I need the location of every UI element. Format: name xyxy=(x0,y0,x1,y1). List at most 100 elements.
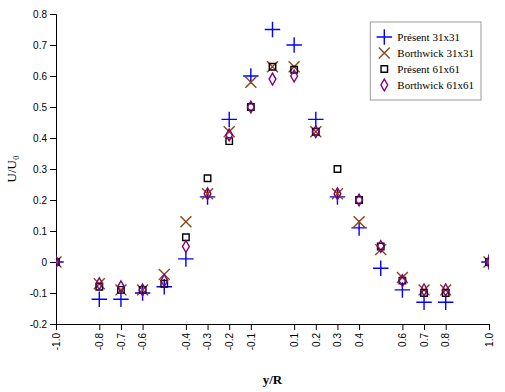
point xyxy=(135,285,150,300)
x-tick-label: -0.1 xyxy=(246,333,257,351)
points xyxy=(56,22,489,310)
point xyxy=(161,275,168,287)
x-tick: 0.8 xyxy=(440,324,451,347)
point xyxy=(92,291,107,306)
x-axis: -1.0-0.8-0.7-0.6-0.4-0.3-0.2-0.10.10.20.… xyxy=(51,324,495,350)
point xyxy=(96,278,103,290)
y-tick-label: 0.4 xyxy=(33,133,47,144)
y-tick-mark xyxy=(50,107,56,108)
point xyxy=(334,166,340,172)
y-tick-label: 0.5 xyxy=(33,102,47,113)
legend-symbol xyxy=(381,79,388,91)
y-tick-label: -0.1 xyxy=(30,288,48,299)
x-tick-label: 0.4 xyxy=(354,333,365,347)
y-tick: 0.2 xyxy=(33,195,56,206)
y-tick: 0.6 xyxy=(33,71,56,82)
x-tick-mark xyxy=(143,324,144,330)
point xyxy=(332,188,343,199)
y-tick-mark xyxy=(50,231,56,232)
point xyxy=(486,256,489,268)
x-tick-mark xyxy=(229,324,230,330)
point xyxy=(265,22,280,37)
point xyxy=(267,61,278,72)
y-tick-mark xyxy=(50,45,56,46)
point xyxy=(310,126,321,137)
x-tick: 0.6 xyxy=(397,324,408,347)
x-tick-mark xyxy=(402,324,403,330)
point xyxy=(442,284,449,296)
x-tick-mark xyxy=(186,324,187,330)
legend-item: Présent 61x61 xyxy=(381,63,460,75)
y-tick: 0.4 xyxy=(33,133,56,144)
x-axis-title: y/R xyxy=(263,372,283,387)
x-tick-mark xyxy=(446,324,447,330)
y-tick-mark xyxy=(50,262,56,263)
point xyxy=(221,112,236,127)
x-tick: 0.3 xyxy=(332,324,343,347)
point xyxy=(200,189,215,204)
x-tick-label: -0.4 xyxy=(181,333,192,351)
point xyxy=(94,278,105,289)
legend-label: Borthwick 61x61 xyxy=(397,79,474,91)
x-tick: 0.2 xyxy=(311,324,322,347)
x-tick-label: -0.3 xyxy=(202,333,213,351)
series xyxy=(56,70,489,296)
legend-item: Borthwick 31x31 xyxy=(379,47,474,59)
y-tick-mark xyxy=(50,14,56,15)
point xyxy=(377,241,384,253)
y-axis: -0.2-0.100.10.20.30.40.50.60.70.8 xyxy=(30,9,57,330)
point xyxy=(183,241,190,253)
point xyxy=(226,129,233,141)
point xyxy=(202,188,213,199)
point xyxy=(118,281,125,293)
point xyxy=(330,189,345,204)
y-tick-label: 0.8 xyxy=(33,9,47,20)
y-tick: 0 xyxy=(41,257,56,268)
y-tick-mark xyxy=(50,293,56,294)
legend-label: Borthwick 31x31 xyxy=(397,47,474,59)
y-tick-mark xyxy=(50,324,56,325)
legend-item: Borthwick 61x61 xyxy=(381,79,474,91)
x-tick: 0.7 xyxy=(419,324,430,347)
point xyxy=(481,254,489,269)
y-tick: 0.3 xyxy=(33,164,56,175)
point xyxy=(137,284,148,295)
point xyxy=(484,257,489,268)
x-tick: -1.0 xyxy=(51,324,62,350)
y-tick: 0.7 xyxy=(33,40,56,51)
legend-item: Présent 31x31 xyxy=(377,29,460,44)
y-tick-label: 0.1 xyxy=(33,226,47,237)
point xyxy=(291,70,298,82)
point xyxy=(56,254,64,269)
point xyxy=(286,37,301,52)
x-tick-label: -0.8 xyxy=(94,333,105,351)
legend-symbol xyxy=(379,48,390,59)
x-tick-label: 0.7 xyxy=(419,333,430,347)
x-tick-mark xyxy=(424,324,425,330)
point xyxy=(312,126,319,138)
legend-box xyxy=(370,22,481,100)
y-tick: 0.8 xyxy=(33,9,56,20)
plot: -1.0-0.8-0.7-0.6-0.4-0.3-0.2-0.10.10.20.… xyxy=(30,9,497,351)
legend-label: Présent 31x31 xyxy=(397,31,460,43)
x-tick-label: 0.8 xyxy=(440,333,451,347)
y-tick-mark xyxy=(50,76,56,77)
point xyxy=(247,101,254,113)
x-tick-label: -0.2 xyxy=(224,333,235,351)
y-tick: 0.1 xyxy=(33,226,56,237)
y-tick: 0.5 xyxy=(33,102,56,113)
x-tick: 0.4 xyxy=(354,324,365,347)
x-tick: 1.0 xyxy=(484,324,495,347)
x-tick-label: 0.1 xyxy=(289,333,300,347)
y-tick-label: 0.6 xyxy=(33,71,47,82)
x-tick-mark xyxy=(337,324,338,330)
x-tick-label: 1.0 xyxy=(484,333,495,347)
point xyxy=(419,284,430,295)
legend-symbol xyxy=(381,66,387,72)
point xyxy=(56,256,59,268)
x-tick-mark xyxy=(208,324,209,330)
legend-label: Présent 61x61 xyxy=(397,63,460,75)
y-axis-title: U/U₀ xyxy=(4,156,19,183)
x-tick: -0.2 xyxy=(224,324,235,350)
x-tick-mark xyxy=(316,324,317,330)
